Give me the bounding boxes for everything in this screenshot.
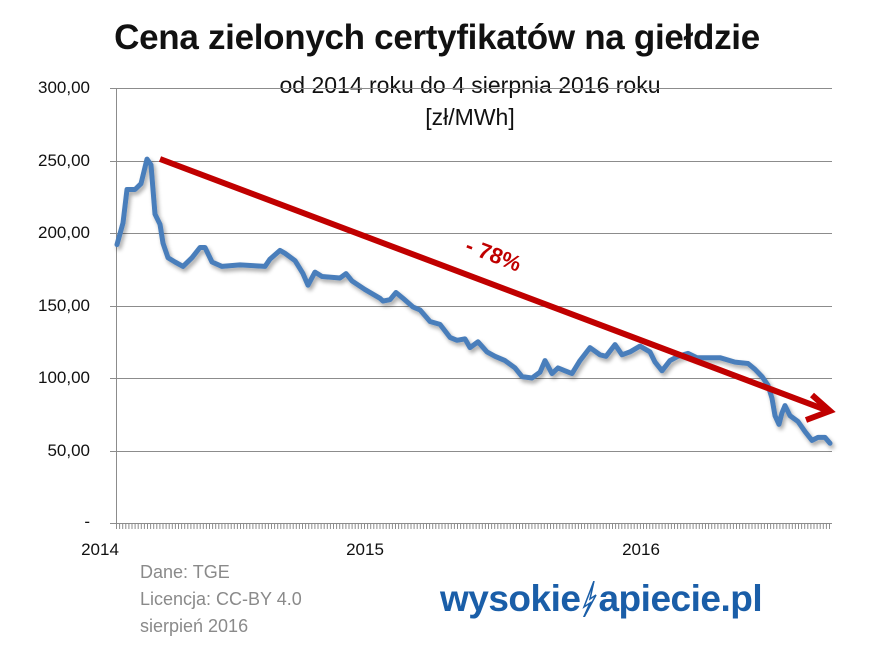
y-tick-200: 200,00 bbox=[38, 223, 90, 242]
chart-title: Cena zielonych certyfikatów na giełdzie bbox=[114, 18, 760, 57]
chart-unit-label: [zł/MWh] bbox=[425, 104, 515, 130]
license-note: Licencja: CC-BY 4.0 bbox=[140, 589, 302, 609]
y-tick-150: 150,00 bbox=[38, 296, 90, 315]
chart-subtitle: od 2014 roku do 4 sierpnia 2016 roku bbox=[279, 72, 661, 98]
x-tick-2014: 2014 bbox=[81, 540, 119, 559]
y-tick-100: 100,00 bbox=[38, 368, 90, 387]
y-tick-0: - bbox=[84, 512, 90, 531]
logo-text-left: wysokie bbox=[440, 578, 581, 619]
site-logo[interactable]: wysokie apiecie.pl bbox=[440, 578, 763, 622]
source-note: Dane: TGE bbox=[140, 562, 230, 582]
lightning-bolt-icon bbox=[580, 578, 598, 622]
price-line bbox=[114, 156, 833, 446]
gridlines bbox=[110, 88, 832, 452]
trend-arrow bbox=[158, 156, 836, 423]
y-tick-300: 300,00 bbox=[38, 78, 90, 97]
date-note: sierpień 2016 bbox=[140, 616, 249, 636]
change-label: - 78% bbox=[462, 233, 525, 277]
logo-text-right: apiecie.pl bbox=[598, 578, 763, 619]
y-tick-250: 250,00 bbox=[38, 151, 90, 170]
y-tick-50: 50,00 bbox=[47, 441, 90, 460]
x-tick-2016: 2016 bbox=[622, 540, 660, 559]
x-tick-2015: 2015 bbox=[346, 540, 384, 559]
x-axis-ticks bbox=[116, 523, 830, 529]
